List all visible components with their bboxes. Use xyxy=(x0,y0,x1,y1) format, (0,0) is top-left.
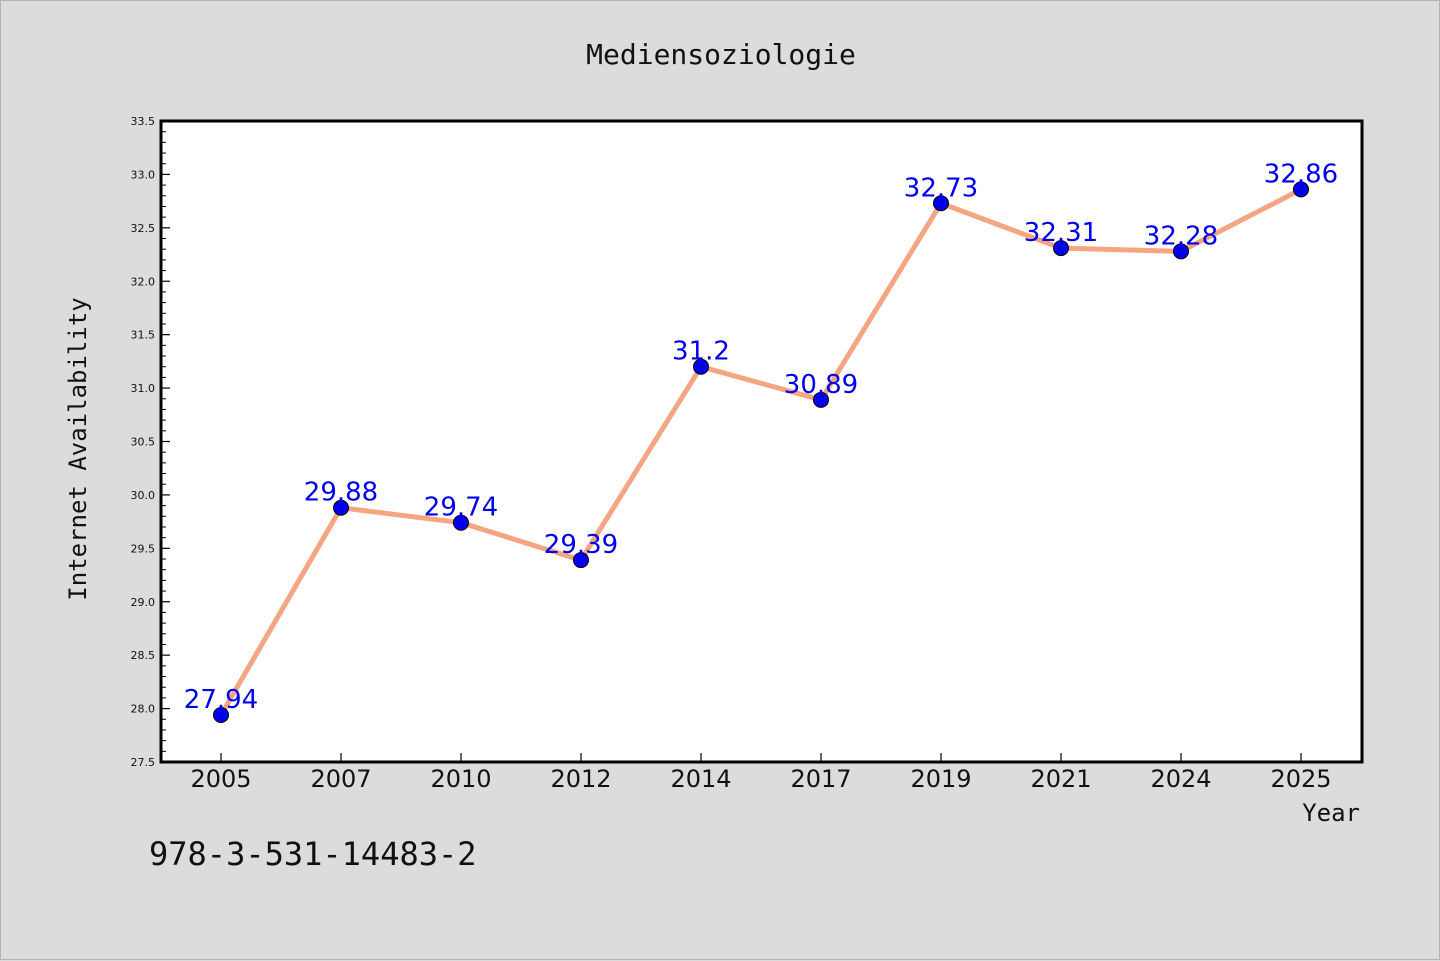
y-axis-ticks: 27.5 28.0 28.5 29.0 29.5 30.0 30.5 31.0 31.5 32.0… xyxy=(131,115,170,769)
y-tick-label: 30.5 xyxy=(131,436,156,449)
x-axis-label: Year xyxy=(1302,799,1360,827)
data-label: 32.28 xyxy=(1144,221,1218,251)
x-tick-label: 2010 xyxy=(430,765,491,793)
data-label: 32.86 xyxy=(1264,159,1338,189)
data-point xyxy=(1053,240,1069,257)
data-label: 32.31 xyxy=(1024,218,1098,248)
y-axis-label: Internet Availability xyxy=(64,297,92,600)
data-label: 30.89 xyxy=(784,370,858,400)
x-tick-label: 2012 xyxy=(550,765,611,793)
series-group: 27.94 29.88 29.74 29.39 31.2 30.89 32.73 32.31 3… xyxy=(184,159,1338,723)
data-label: 31.2 xyxy=(672,337,730,367)
data-point xyxy=(573,552,589,569)
data-label: 27.94 xyxy=(184,685,258,715)
y-tick-label: 32.0 xyxy=(131,275,156,288)
y-tick-label: 31.0 xyxy=(131,382,156,395)
data-point xyxy=(1293,181,1309,198)
y-tick-label: 30.0 xyxy=(131,489,156,502)
x-tick-label: 2021 xyxy=(1030,765,1091,793)
data-label: 29.88 xyxy=(304,478,378,508)
x-axis-ticks: 2005 2007 2010 2012 2014 2017 2019 2021 2024 2025 xyxy=(190,753,1332,793)
chart-title: Mediensoziologie xyxy=(586,38,856,71)
y-tick-label: 32.5 xyxy=(131,222,156,235)
plot-border xyxy=(159,119,1364,764)
x-tick-label: 2007 xyxy=(310,765,371,793)
data-label: 29.74 xyxy=(424,493,498,523)
y-tick-label: 28.0 xyxy=(131,703,156,716)
data-point xyxy=(933,195,949,212)
data-point xyxy=(213,706,229,723)
data-label: 29.39 xyxy=(544,530,618,560)
x-tick-label: 2014 xyxy=(670,765,731,793)
y-tick-label: 29.5 xyxy=(131,542,156,555)
data-label: 32.73 xyxy=(904,173,978,203)
isbn-text: 978-3-531-14483-2 xyxy=(149,835,477,873)
x-tick-label: 2005 xyxy=(190,765,251,793)
y-tick-label: 29.0 xyxy=(131,596,156,609)
x-tick-label: 2017 xyxy=(790,765,851,793)
y-tick-label: 31.5 xyxy=(131,329,156,342)
y-tick-label: 33.0 xyxy=(131,168,156,181)
y-tick-label: 33.5 xyxy=(131,115,156,128)
x-tick-label: 2019 xyxy=(910,765,971,793)
data-point xyxy=(453,514,469,531)
data-point xyxy=(813,391,829,408)
series-line xyxy=(218,186,1304,718)
data-point xyxy=(693,358,709,375)
x-tick-label: 2024 xyxy=(1150,765,1211,793)
y-tick-label: 27.5 xyxy=(131,756,156,769)
data-point xyxy=(333,499,349,516)
plot-area xyxy=(161,121,1362,762)
y-tick-label: 28.5 xyxy=(131,649,156,662)
data-point xyxy=(1173,243,1189,260)
x-tick-label: 2025 xyxy=(1270,765,1331,793)
